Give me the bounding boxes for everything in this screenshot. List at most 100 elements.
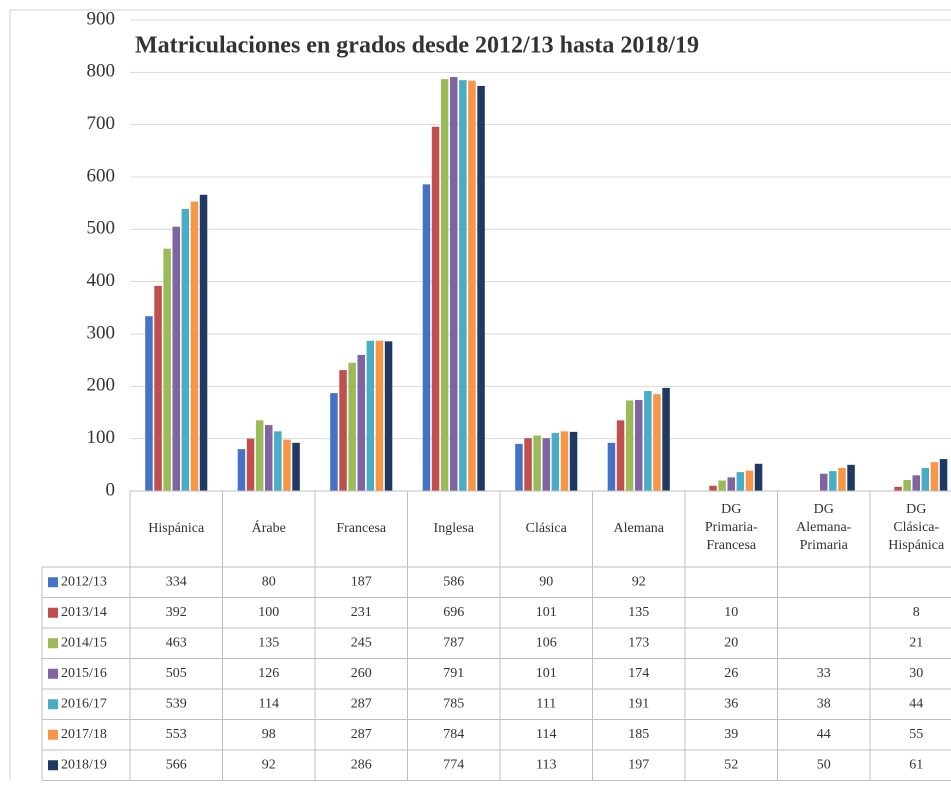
bar [431,126,440,491]
legend-key [48,638,58,649]
y-tick-label: 0 [106,479,116,500]
bar [450,77,458,491]
bar [912,475,920,491]
table-value: 231 [351,605,372,620]
table-value: 191 [628,696,649,711]
bar [939,459,948,491]
bar [727,477,735,491]
table-value: 173 [628,635,649,650]
y-tick-label: 800 [87,61,116,82]
bar [635,399,643,491]
table-value: 98 [262,727,276,742]
bar [274,431,282,491]
table-value: 505 [166,666,187,681]
table-value: 100 [258,605,279,620]
table-value: 92 [262,757,276,772]
bar [551,432,560,491]
table-value: 197 [628,757,649,772]
bar [366,340,375,491]
bar [181,208,190,491]
bar [838,467,846,491]
legend-key [48,668,58,679]
table-value: 44 [909,696,923,711]
bar [921,467,930,491]
x-tick-label: DG Alemana-Primaria [796,502,852,553]
legend-key [48,760,58,771]
legend-label: 2014/15 [61,635,107,650]
x-tick-label: Hispánica [148,521,205,536]
bar [524,438,532,491]
x-tick-label: DG Clásica-Hispánica [888,502,945,553]
bar [163,248,171,491]
bar [292,442,300,491]
table-value: 787 [443,635,464,650]
bar [237,449,246,491]
table-value: 696 [443,605,464,620]
table-value: 553 [166,727,187,742]
x-tick-label: Inglesa [434,521,475,536]
bar [542,438,550,491]
y-tick-label: 300 [87,322,116,343]
bar [255,420,264,491]
table-value: 135 [628,605,649,620]
bar [422,184,431,491]
bar [468,80,476,491]
y-tick-label: 600 [87,165,116,186]
table-value: 185 [628,727,649,742]
bar [246,438,255,491]
bar [930,462,939,491]
x-tick-label: Árabe [252,519,286,536]
legend-key [48,729,58,740]
bar [754,463,763,491]
table-value: 287 [351,727,372,742]
table-value: 566 [166,757,187,772]
table-value: 126 [258,666,279,681]
y-tick-label: 500 [87,218,116,239]
table-value: 111 [536,696,556,711]
bar [894,486,902,491]
bar [348,362,356,491]
bar [829,471,837,491]
table-value: 113 [536,757,556,772]
table-value: 784 [443,727,464,742]
bar [560,431,569,491]
table-value: 174 [628,666,649,681]
bar [607,442,616,491]
bar [736,472,745,491]
table-value: 21 [909,635,923,650]
bar [616,420,625,491]
bar [718,480,726,491]
table-value: 114 [536,727,556,742]
bar [357,354,365,491]
bar [459,80,467,491]
table-value: 287 [351,696,372,711]
x-tick-label: DG Primaria-Francesa [705,502,758,553]
bar [283,439,291,491]
chart-title: Matriculaciones en grados desde 2012/13 … [135,33,699,59]
legend-key [48,607,58,618]
legend-label: 2012/13 [61,574,107,589]
bar [820,473,828,491]
table-value: 114 [259,696,279,711]
legend-label: 2015/16 [61,666,107,681]
bar [569,431,578,491]
table-value: 245 [351,635,372,650]
table-value: 539 [166,696,187,711]
x-tick-label: Clásica [526,521,568,536]
table-value: 286 [351,757,372,772]
bar [384,341,393,491]
bar [440,79,449,492]
bar [644,391,652,491]
table-value: 39 [724,727,738,742]
bar [625,400,634,491]
table-value: 392 [166,605,187,620]
table-value: 260 [351,666,372,681]
table-value: 586 [443,574,464,589]
bar [375,340,384,491]
bar [154,285,162,491]
y-tick-label: 700 [87,113,116,134]
bar [847,464,855,491]
table-value: 38 [817,696,831,711]
table-value: 791 [443,666,464,681]
